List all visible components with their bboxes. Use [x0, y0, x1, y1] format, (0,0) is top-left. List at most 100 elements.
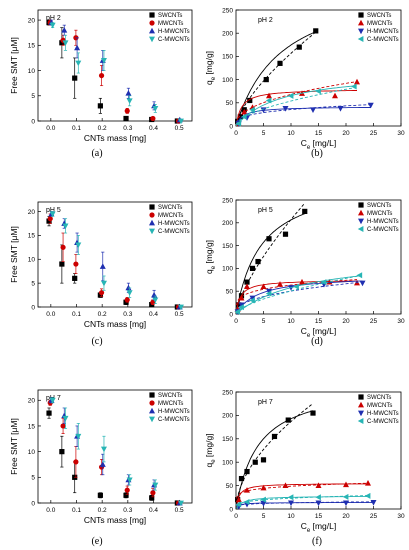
series-mwcnts	[234, 278, 360, 313]
series-c-mwcnts	[49, 211, 184, 311]
x-tick-label: 25	[370, 318, 378, 325]
panel-label-a: (a)	[91, 148, 103, 159]
data-point	[75, 60, 82, 67]
legend-label: H-MWCNTs	[158, 29, 190, 35]
plot-frame	[235, 391, 402, 510]
data-point	[97, 292, 103, 298]
fit-line-dashed	[235, 87, 355, 125]
data-point	[282, 482, 289, 488]
data-point	[288, 500, 294, 507]
y-tick-label: 250	[222, 389, 233, 396]
legend-label: C-MWCNTs	[367, 419, 399, 425]
legend-label: H-MWCNTs	[158, 221, 190, 227]
x-axis-label: Ce [mg/L]	[301, 326, 336, 339]
y-tick-label: 150	[222, 54, 233, 61]
legend-marker	[358, 410, 364, 417]
data-point	[315, 482, 322, 488]
data-point	[49, 211, 56, 218]
data-point	[249, 295, 256, 302]
x-tick-label: 30	[397, 318, 405, 325]
x-axis-label: CNTs mass [mg]	[84, 515, 146, 525]
data-point	[299, 278, 305, 285]
data-point	[260, 500, 267, 507]
data-point	[238, 302, 245, 309]
legend-label: SWCNTs	[367, 395, 391, 401]
x-tick-label: 15	[315, 318, 323, 325]
panel-label-d: (d)	[311, 336, 323, 347]
series-c-mwcnts	[49, 22, 184, 125]
fit-line-dashed	[235, 31, 317, 125]
data-point	[367, 102, 374, 109]
data-point	[46, 410, 52, 416]
data-point	[296, 44, 302, 50]
y-tick-label: 5	[31, 280, 35, 287]
y-tick-label: 0	[229, 311, 233, 318]
data-point	[241, 108, 248, 115]
data-point	[73, 261, 79, 267]
x-tick-label: 0.5	[175, 311, 184, 318]
legend: SWCNTs MWCNTs H-MWCNTs C-MWCNTs	[357, 202, 399, 233]
series-swcnts	[235, 28, 319, 126]
data-point	[73, 459, 79, 465]
chart-panel-f: 0 5 10 15 20 25 30 0 50 100 150 200 250 Ce [mg/L] qe […	[204, 389, 405, 534]
data-point	[260, 107, 267, 113]
series-mwcnts	[47, 19, 182, 124]
data-point	[320, 279, 327, 286]
x-tick-label: 30	[397, 513, 405, 520]
data-point	[364, 492, 371, 499]
legend-marker	[149, 20, 155, 26]
legend-label: C-MWCNTs	[367, 227, 399, 233]
x-tick-label: 0.3	[123, 507, 132, 514]
plot-frame	[235, 9, 402, 127]
legend-marker	[149, 392, 155, 398]
data-point	[315, 494, 321, 501]
fit-line-dashed	[235, 279, 358, 306]
data-point	[177, 500, 184, 507]
x-tick-label: 0.4	[149, 507, 158, 514]
fit-line-solid	[235, 410, 314, 508]
legend-label: SWCNTs	[367, 203, 391, 209]
data-point	[356, 272, 363, 279]
x-tick-label: 0.2	[98, 507, 107, 514]
y-tick-label: 200	[222, 413, 233, 420]
x-tick-label: 10	[287, 130, 295, 137]
x-tick-label: 0	[234, 513, 238, 520]
data-point	[337, 105, 344, 112]
data-point	[343, 500, 349, 507]
plot-frame	[37, 9, 193, 122]
y-tick-label: 20	[28, 17, 36, 24]
data-point	[315, 500, 322, 507]
fit-line-solid	[235, 85, 355, 126]
panel-label-f: (f)	[312, 536, 322, 547]
data-point	[271, 433, 278, 440]
legend-marker	[358, 28, 364, 35]
data-point	[46, 218, 52, 224]
x-tick-label: 0.5	[175, 125, 184, 132]
data-point	[100, 446, 107, 453]
data-point	[249, 106, 255, 113]
data-point	[152, 482, 159, 489]
fit-line-dashed	[235, 104, 371, 123]
legend-label: SWCNTs	[158, 393, 182, 399]
x-axis-label: Ce [mg/L]	[301, 138, 336, 151]
legend-marker	[149, 400, 155, 406]
ph-annotation: pH 5	[46, 207, 61, 214]
data-point	[97, 103, 103, 109]
data-point	[265, 97, 272, 104]
data-point	[370, 500, 377, 506]
legend-marker	[357, 36, 364, 42]
legend: SWCNTs MWCNTs H-MWCNTs C-MWCNTs	[357, 12, 399, 43]
y-axis-label: Free SMT [μM]	[9, 37, 19, 94]
series-h-mwcnts	[235, 102, 374, 127]
legend-marker	[149, 27, 155, 34]
y-tick-label: 20	[28, 209, 36, 216]
legend-label: MWCNTs	[158, 401, 183, 407]
data-point	[100, 58, 107, 64]
x-tick-label: 0.4	[149, 125, 158, 132]
data-point	[151, 291, 158, 298]
data-point	[60, 423, 66, 429]
x-tick-label: 25	[370, 130, 378, 137]
data-point	[287, 494, 294, 501]
data-point	[125, 284, 132, 291]
data-point	[62, 223, 69, 230]
